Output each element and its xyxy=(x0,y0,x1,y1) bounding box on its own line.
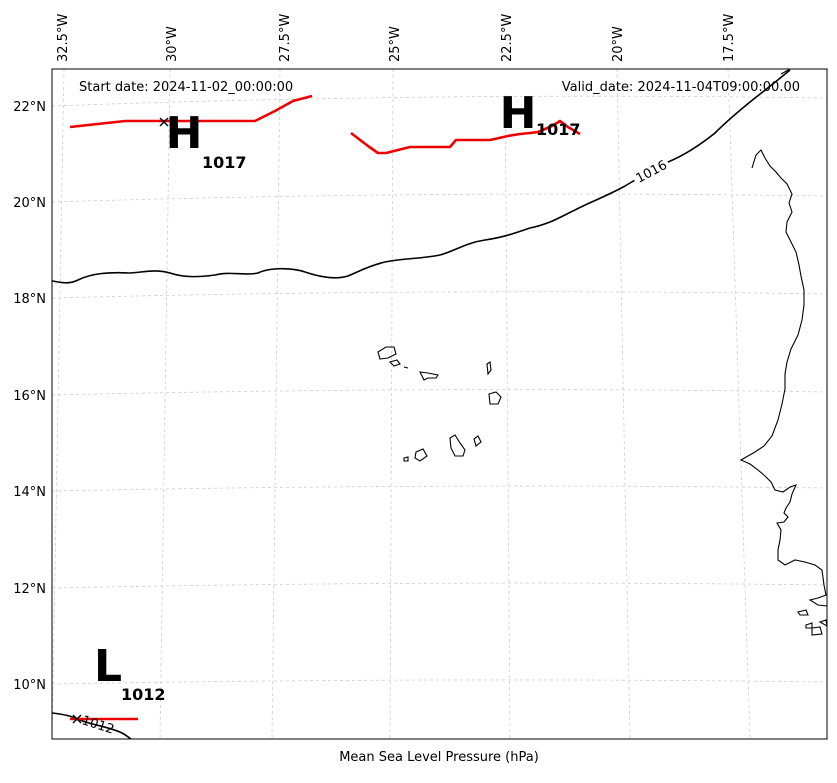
lon-label-30w: 30°W xyxy=(165,26,180,62)
isobar-1016-label: 1016 xyxy=(634,158,670,187)
island-sao-nicolau xyxy=(419,371,439,381)
parallel-14n xyxy=(52,485,827,492)
map-frame xyxy=(51,68,828,740)
island-boa-vista xyxy=(488,391,502,405)
graticule xyxy=(52,69,827,739)
parallel-10n xyxy=(52,679,827,685)
ridge-line-east xyxy=(350,119,581,155)
latitude-labels: 22°N 20°N 18°N 16°N 14°N 12°N 10°N xyxy=(13,100,46,693)
island-santa-luzia xyxy=(403,366,409,369)
meridian-17-5w xyxy=(727,69,751,739)
lat-label-16n: 16°N xyxy=(13,389,46,404)
isobars xyxy=(52,69,791,739)
low-pressure-value: 1012 xyxy=(121,685,166,704)
parallel-12n xyxy=(52,582,827,589)
isobar-1016-label-background xyxy=(630,155,672,187)
meridian-30w xyxy=(159,69,171,739)
meridian-27-5w xyxy=(271,69,281,739)
isobar-1016 xyxy=(52,69,791,284)
africa-coastline xyxy=(739,149,827,607)
center-markers xyxy=(72,117,169,724)
isobar-1012 xyxy=(52,712,132,739)
map-caption: Mean Sea Level Pressure (hPa) xyxy=(339,750,539,765)
ridge-line-west xyxy=(69,94,313,129)
valid-date-label: Valid_date: 2024-11-04T09:00:00.00 xyxy=(562,80,800,95)
high-pressure-value-east: 1017 xyxy=(536,120,581,139)
isobar-labels: 1016 1012 xyxy=(80,155,672,738)
isobar-1012-label: 1012 xyxy=(80,713,116,737)
island-santiago xyxy=(449,434,466,457)
island-sao-vicente xyxy=(388,359,401,367)
meridian-22-5w xyxy=(504,69,511,739)
lat-label-22n: 22°N xyxy=(13,100,46,115)
island-maio xyxy=(473,435,482,447)
lon-label-17-5w: 17.5°W xyxy=(722,14,737,62)
island-fogo xyxy=(414,448,428,462)
africa-coast-north xyxy=(780,69,791,75)
header-mask xyxy=(430,69,610,95)
bijagos-islands xyxy=(797,609,827,636)
high-pressure-value: 1017 xyxy=(202,153,247,172)
parallel-16n xyxy=(52,389,827,396)
meridian-32-5w xyxy=(52,69,65,739)
meridian-20w xyxy=(616,69,631,739)
parallel-18n xyxy=(52,291,827,299)
island-sal xyxy=(486,361,492,376)
low-center-marker xyxy=(72,714,82,724)
lat-label-14n: 14°N xyxy=(13,485,46,500)
meridian-25w xyxy=(389,69,394,739)
high-center-marker xyxy=(159,117,169,127)
lon-label-27-5w: 27.5°W xyxy=(278,14,293,62)
high-pressure-symbol-east: H xyxy=(500,88,537,139)
lat-label-10n: 10°N xyxy=(13,678,46,693)
lat-label-12n: 12°N xyxy=(13,582,46,597)
high-pressure-symbol: H xyxy=(166,108,203,159)
low-pressure-symbol: L xyxy=(94,641,122,692)
lon-label-22-5w: 22.5°W xyxy=(500,14,515,62)
longitude-labels: 32.5°W 30°W 27.5°W 25°W 22.5°W 20°W 17.5… xyxy=(56,14,737,62)
start-date-label: Start date: 2024-11-02_00:00:00 xyxy=(79,80,293,95)
island-santo-antao xyxy=(377,346,397,360)
coastlines xyxy=(377,69,827,636)
parallel-22n xyxy=(52,95,827,107)
island-brava xyxy=(403,456,409,462)
lon-label-32-5w: 32.5°W xyxy=(56,14,71,62)
parallel-20n xyxy=(52,193,827,203)
lat-label-20n: 20°N xyxy=(13,196,46,211)
lon-label-25w: 25°W xyxy=(388,26,403,62)
ridge-lines xyxy=(69,94,581,721)
lon-label-20w: 20°W xyxy=(611,26,626,62)
lat-label-18n: 18°N xyxy=(13,292,46,307)
pressure-centers: H 1017 H 1017 L 1012 xyxy=(94,69,610,704)
